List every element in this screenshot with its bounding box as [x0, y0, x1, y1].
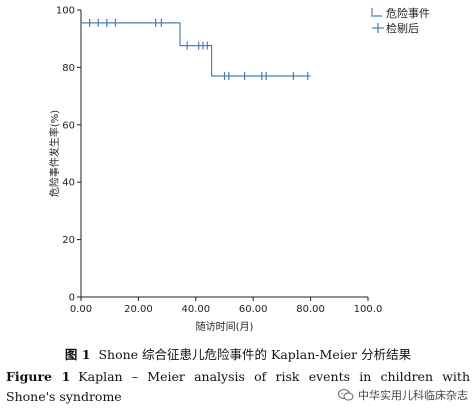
caption-cn-label: 图 1 [64, 347, 91, 362]
legend-label: 检剔后 [386, 21, 419, 35]
watermark-text: 中华实用儿科临床杂志 [358, 389, 468, 402]
caption-english: Figure 1 Kaplan – Meier analysis of risk … [6, 367, 470, 407]
x-ticks: 0.00 20.00 40.00 60.00 80.00 100.0 [70, 297, 382, 315]
x-tick-label: 80.00 [296, 304, 325, 315]
caption-en-text: Kaplan – Meier analysis of risk events i… [6, 369, 470, 404]
legend-label: 危险事件 [386, 6, 430, 20]
series-line-risk-events [81, 22, 311, 77]
y-tick-label: 0 [69, 293, 75, 304]
kaplan-meier-chart: 0 20 40 60 80 100 0.00 20.00 40.00 60.00 80.00 100… [48, 6, 430, 334]
caption-cn-text: Shone 综合征患儿危险事件的 Kaplan-Meier 分析结果 [98, 347, 412, 362]
y-ticks: 0 20 40 60 80 100 [56, 6, 81, 304]
x-axis-label: 随访时间(月) [196, 320, 254, 333]
x-tick-label: 60.00 [239, 304, 268, 315]
y-tick-label: 60 [62, 120, 75, 131]
watermark: 中华实用儿科临床杂志 [336, 386, 470, 404]
x-tick-label: 20.00 [124, 304, 153, 315]
y-axis-label: 危险事件发生率(%) [48, 110, 61, 197]
legend-entry: 检剔后 [372, 21, 419, 35]
y-tick-label: 100 [56, 6, 75, 17]
x-tick-label: 100.0 [354, 304, 383, 315]
x-tick-label: 40.00 [181, 304, 210, 315]
caption-en-label: Figure 1 [6, 369, 71, 384]
wechat-icon [338, 389, 354, 401]
y-tick-label: 40 [62, 178, 75, 189]
censor-marks [89, 18, 309, 81]
legend-line-swatch [371, 8, 382, 17]
y-tick-label: 20 [62, 235, 75, 246]
x-tick-label: 0.00 [70, 304, 92, 315]
legend-entry: 危险事件 [371, 6, 430, 20]
caption-chinese: 图 1 Shone 综合征患儿危险事件的 Kaplan-Meier 分析结果 [0, 344, 476, 363]
y-tick-label: 80 [62, 63, 75, 74]
